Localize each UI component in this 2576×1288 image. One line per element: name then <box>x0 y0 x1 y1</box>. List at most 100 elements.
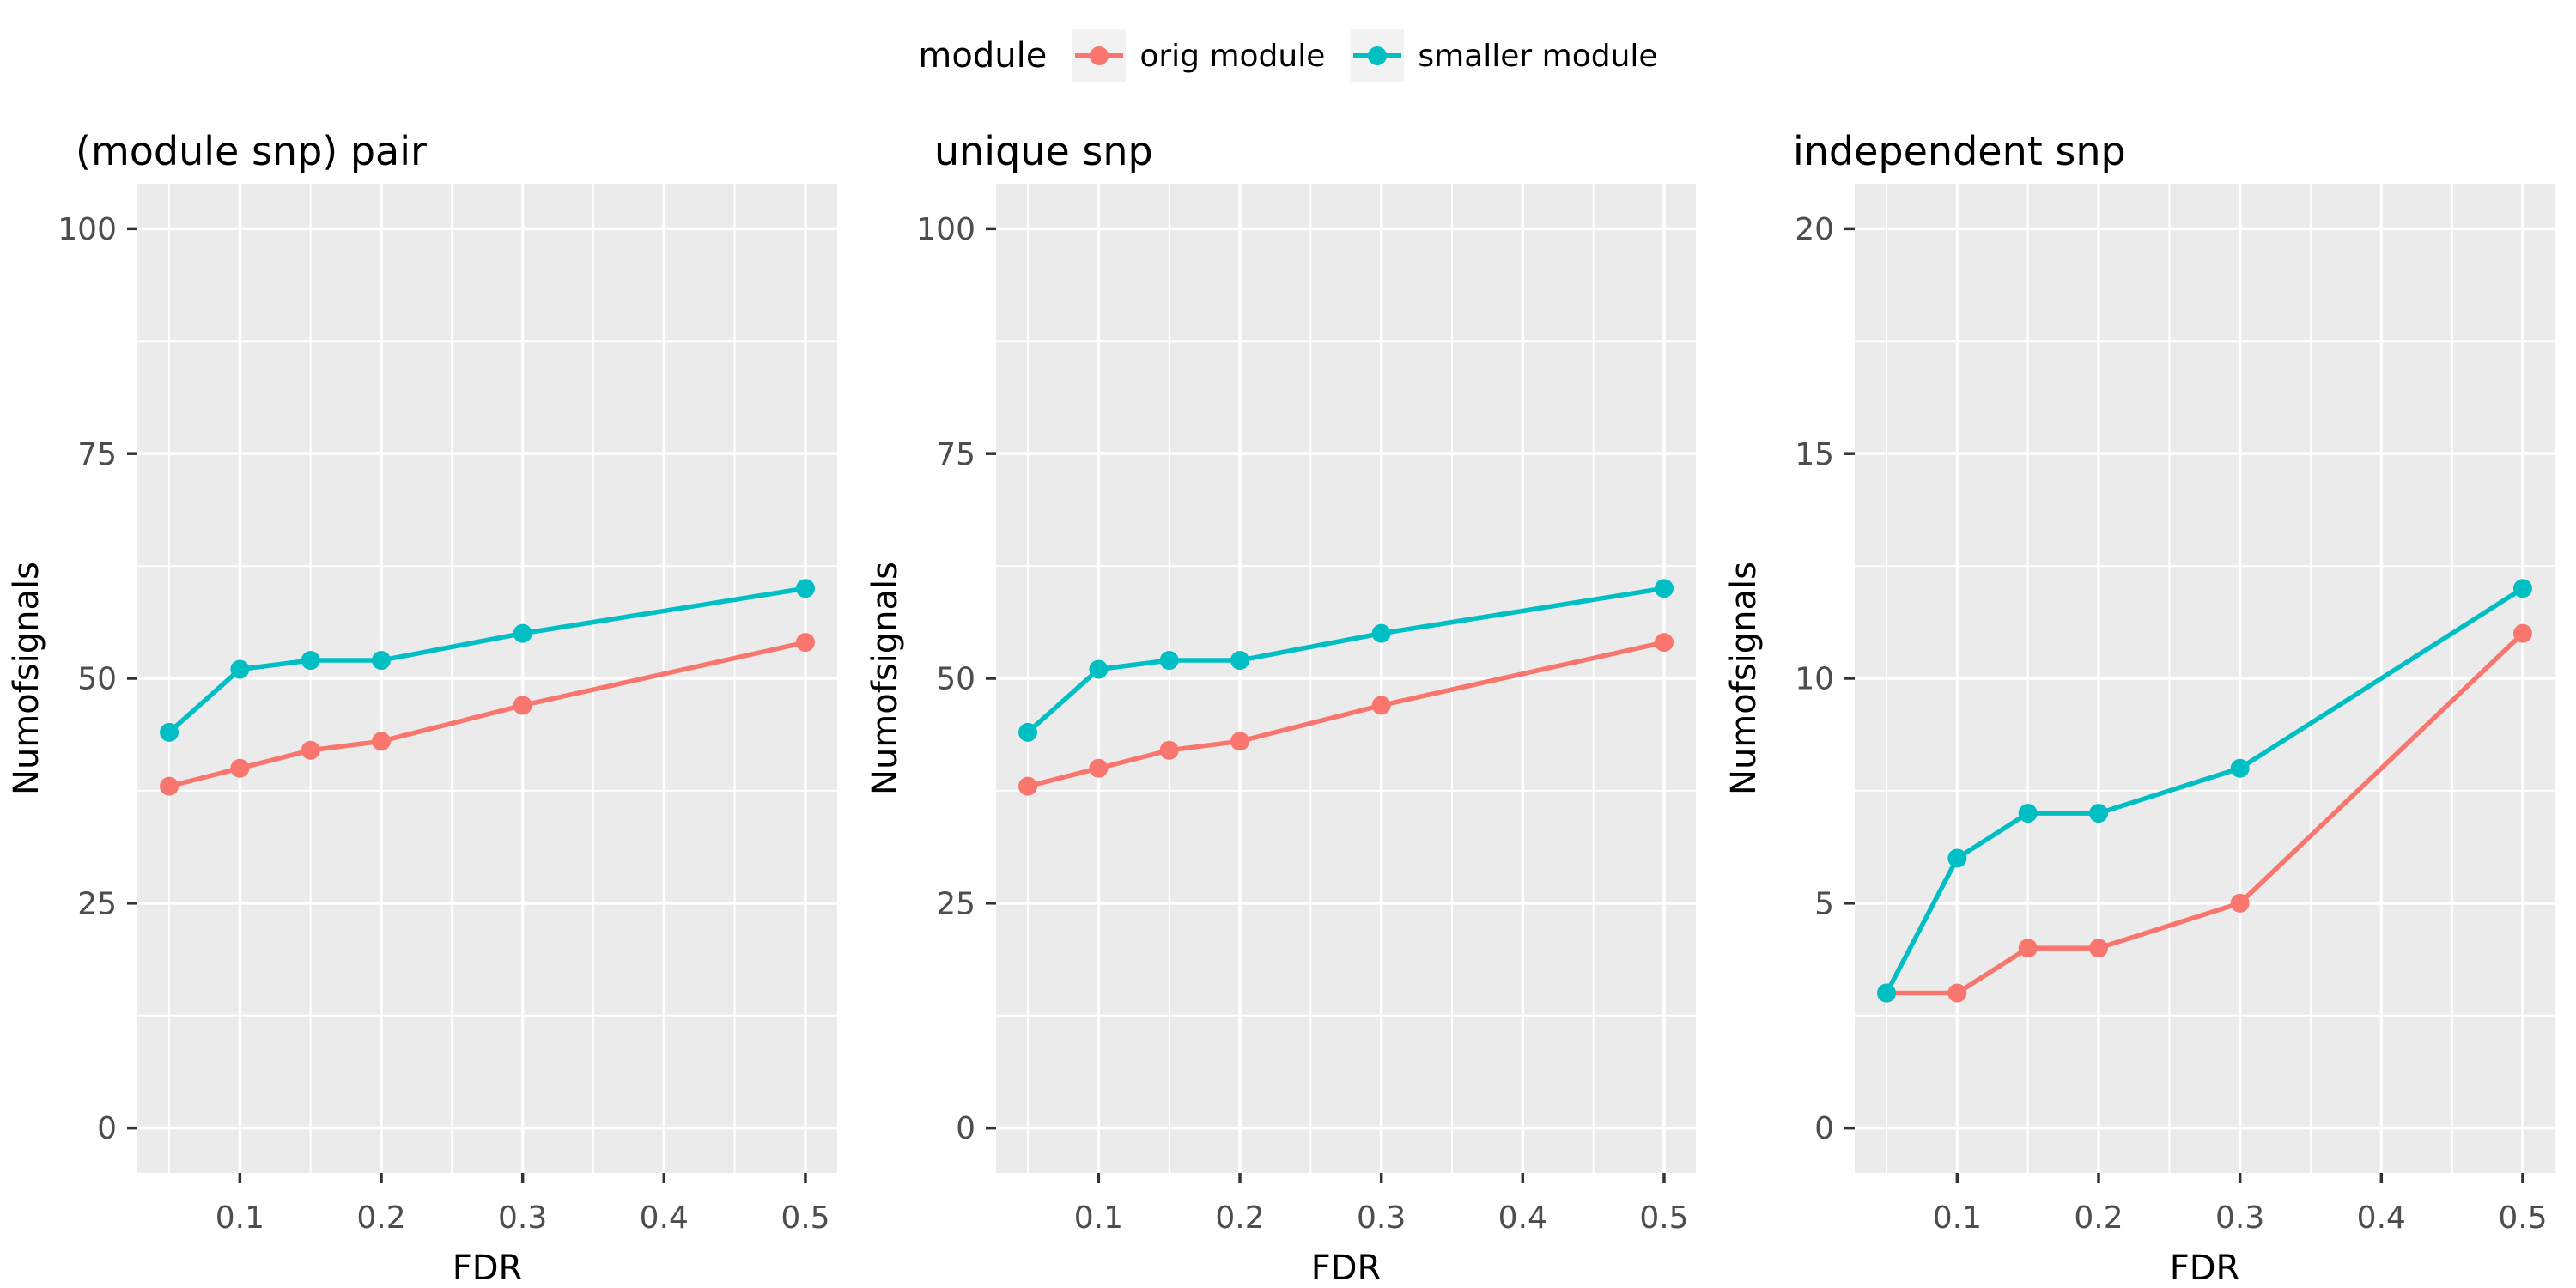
axis-tick-marks <box>986 227 1666 1183</box>
data-point-orig-module[interactable] <box>2018 939 2038 958</box>
x-tick-label: 0.3 <box>2215 1200 2264 1236</box>
data-point-smaller-module[interactable] <box>2018 804 2038 823</box>
facet-title: independent snp <box>1793 128 2126 174</box>
facet-grid: 0.1 0.2 0.3 0.4 0.5 0 25 50 75 100 (module snp) pa… <box>0 112 2576 1288</box>
data-point-orig-module[interactable] <box>2089 939 2109 958</box>
data-point-smaller-module[interactable] <box>230 659 250 679</box>
x-axis-tick-labels: 0.1 0.2 0.3 0.4 0.5 <box>1074 1200 1689 1236</box>
y-tick-label: 25 <box>77 886 117 921</box>
series-line-smaller-module <box>167 586 806 734</box>
y-tick-label: 0 <box>956 1111 975 1146</box>
data-point-smaller-module[interactable] <box>160 722 179 742</box>
series-line-orig-module <box>168 640 806 789</box>
data-point-smaller-module[interactable] <box>1654 579 1674 598</box>
data-point-orig-module[interactable] <box>2230 893 2250 913</box>
x-tick-label: 0.1 <box>1933 1200 1982 1236</box>
x-tick-label: 0.1 <box>1074 1200 1123 1236</box>
data-point-smaller-module[interactable] <box>1159 651 1179 671</box>
y-tick-label: 100 <box>916 212 975 247</box>
y-tick-label: 50 <box>936 662 975 697</box>
x-tick-label: 0.3 <box>1357 1200 1406 1236</box>
y-tick-label: 20 <box>1795 212 1834 247</box>
data-point-smaller-module[interactable] <box>1089 659 1109 679</box>
data-point-orig-module[interactable] <box>160 776 179 796</box>
legend: module orig module smaller module <box>0 0 2576 112</box>
data-point-smaller-module[interactable] <box>2230 758 2250 778</box>
y-tick-label: 75 <box>936 437 975 472</box>
legend-point-swatch <box>1090 46 1109 65</box>
y-tick-label: 0 <box>1814 1111 1834 1146</box>
series-line-orig-module <box>1886 631 2524 996</box>
y-axis-tick-labels: 0 25 50 75 100 <box>916 212 975 1146</box>
data-point-orig-module[interactable] <box>230 758 250 778</box>
x-tick-label: 0.4 <box>640 1200 689 1236</box>
data-point-smaller-module[interactable] <box>2512 579 2532 598</box>
data-point-orig-module[interactable] <box>1230 732 1250 751</box>
gridlines-major <box>1855 184 2555 1173</box>
x-tick-label: 0.3 <box>498 1200 547 1236</box>
y-axis-tick-labels: 0 5 10 15 20 <box>1795 212 1834 1146</box>
x-tick-label: 0.2 <box>2074 1200 2123 1236</box>
data-point-smaller-module[interactable] <box>513 623 532 643</box>
series-line-smaller-module <box>1884 586 2524 994</box>
data-point-smaller-module[interactable] <box>1230 651 1250 671</box>
data-point-orig-module[interactable] <box>1159 740 1179 760</box>
data-point-orig-module[interactable] <box>372 732 392 751</box>
data-point-smaller-module[interactable] <box>1947 848 1967 868</box>
legend-label: smaller module <box>1418 38 1658 74</box>
y-axis-tick-labels: 0 25 50 75 100 <box>58 212 117 1146</box>
y-tick-label: 50 <box>77 662 117 697</box>
y-tick-label: 75 <box>77 437 117 472</box>
y-axis-title: Numofsignals <box>1724 562 1764 795</box>
data-point-smaller-module[interactable] <box>1877 983 1897 1003</box>
gridlines-major <box>137 184 837 1173</box>
data-point-smaller-module[interactable] <box>372 651 392 671</box>
series-orig-module <box>160 633 815 796</box>
data-point-orig-module[interactable] <box>1371 696 1391 715</box>
facet-title: (module snp) pair <box>76 128 427 174</box>
data-point-orig-module[interactable] <box>1089 758 1109 778</box>
x-axis-tick-labels: 0.1 0.2 0.3 0.4 0.5 <box>216 1200 830 1236</box>
y-axis-title: Numofsignals <box>866 562 905 795</box>
data-point-orig-module[interactable] <box>1018 776 1038 796</box>
facet-title: unique snp <box>934 128 1153 174</box>
y-tick-label: 0 <box>97 1111 117 1146</box>
series-smaller-module <box>1877 579 2532 1003</box>
y-tick-label: 100 <box>58 212 117 247</box>
data-point-smaller-module[interactable] <box>2089 804 2109 823</box>
legend-key-orig-module <box>1072 29 1127 82</box>
x-axis-title: FDR <box>453 1249 523 1288</box>
facet-module-snp-pair: 0.1 0.2 0.3 0.4 0.5 0 25 50 75 100 (module snp) pa… <box>7 128 837 1288</box>
gridlines-major <box>996 184 1696 1173</box>
facet-independent-snp: 0.1 0.2 0.3 0.4 0.5 0 5 10 15 20 independent snp FD… <box>1724 128 2555 1288</box>
x-tick-label: 0.4 <box>1498 1200 1547 1236</box>
data-point-orig-module[interactable] <box>2512 623 2532 643</box>
series-smaller-module <box>1018 579 1674 742</box>
x-tick-label: 0.2 <box>356 1200 405 1236</box>
data-point-orig-module[interactable] <box>513 696 532 715</box>
data-point-orig-module[interactable] <box>301 740 320 760</box>
x-tick-label: 0.5 <box>2498 1200 2547 1236</box>
data-point-smaller-module[interactable] <box>795 579 815 598</box>
axis-tick-marks <box>127 227 807 1183</box>
x-axis-title: FDR <box>2170 1249 2240 1288</box>
x-axis-title: FDR <box>1311 1249 1382 1288</box>
y-tick-label: 25 <box>936 886 975 921</box>
legend-item-orig-module[interactable]: orig module <box>1072 29 1325 82</box>
y-tick-label: 10 <box>1795 662 1834 697</box>
legend-label: orig module <box>1139 38 1326 74</box>
legend-item-smaller-module[interactable]: smaller module <box>1351 29 1658 82</box>
data-point-smaller-module[interactable] <box>1371 623 1391 643</box>
data-point-orig-module[interactable] <box>795 633 815 653</box>
x-tick-label: 0.1 <box>216 1200 264 1236</box>
legend-key-smaller-module <box>1351 29 1405 82</box>
series-smaller-module <box>160 579 815 742</box>
data-point-smaller-module[interactable] <box>301 651 320 671</box>
y-tick-label: 15 <box>1795 437 1834 472</box>
facet-unique-snp: 0.1 0.2 0.3 0.4 0.5 0 25 50 75 100 unique snp FDR Nu… <box>866 128 1696 1288</box>
data-point-smaller-module[interactable] <box>1018 722 1038 742</box>
series-line-orig-module <box>1027 640 1665 789</box>
data-point-orig-module[interactable] <box>1947 983 1967 1003</box>
legend-point-swatch <box>1368 46 1388 65</box>
data-point-orig-module[interactable] <box>1654 633 1674 653</box>
